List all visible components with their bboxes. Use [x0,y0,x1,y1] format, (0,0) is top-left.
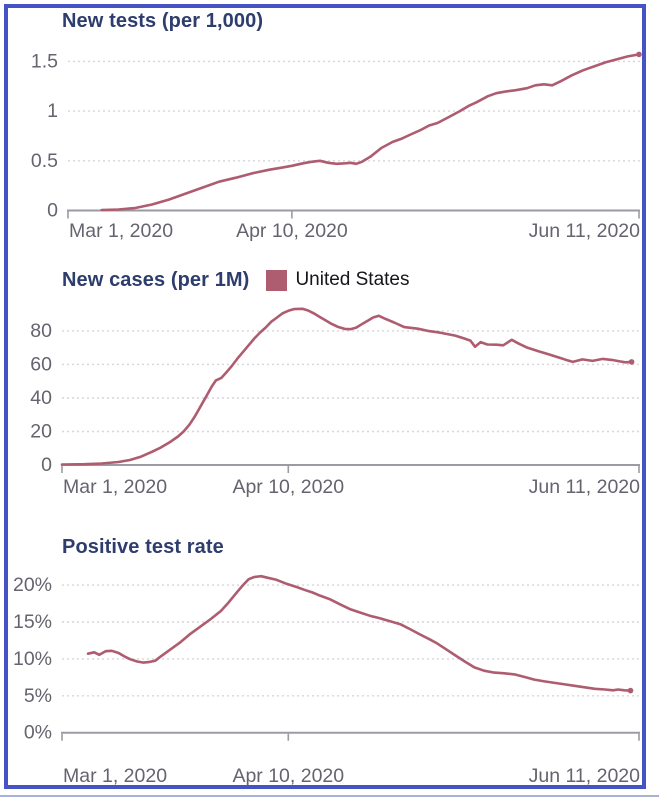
x-tick-label: Mar 1, 2020 [63,765,167,787]
y-tick-label: 0.5 [31,150,58,172]
chart-header-new-cases: New cases (per 1M) United States [62,266,410,294]
y-tick-label: 60 [30,353,52,375]
series-end-dot [627,687,634,694]
legend-swatch-united-states [266,269,288,291]
charts-panel-border [4,4,646,789]
y-tick-label: 5% [24,685,52,707]
series-line-united-states [60,307,633,466]
chart-title-new-tests: New tests (per 1,000) [62,10,264,32]
x-tick-label: Apr 10, 2020 [232,476,344,498]
chart-title-new-cases: New cases (per 1M) [62,269,250,291]
y-tick-label: 80 [30,320,52,342]
y-tick-label: 10% [13,648,52,670]
plot-new-cases: 0 20 40 60 80 Mar 1, 2020 Apr 10, 2020 Jun 11, … [30,307,641,498]
x-tick-label: Mar 1, 2020 [63,476,167,498]
y-tick-label: 15% [13,611,52,633]
y-tick-label: 1 [47,100,58,122]
plot-new-tests: 0 0.5 1 1.5 Mar 1, 2020 Apr 10, 2020 Jun 11, 2… [31,50,642,242]
plot-positive-test-rate: 0% 5% 10% 15% 20% Mar 1, 2020 Apr 10, 2020 Jun … [13,574,641,787]
x-tick-label: Apr 10, 2020 [236,220,348,242]
chart-header-positive-test-rate: Positive test rate [62,533,224,561]
chart-header-new-tests: New tests (per 1,000) [62,7,263,35]
series-line-united-states [86,574,632,692]
y-tick-label: 1.5 [31,50,58,72]
series-end-dot [636,51,642,58]
bottom-divider-line [0,795,659,797]
legend: United States [266,269,410,291]
x-tick-label: Jun 11, 2020 [529,765,640,787]
y-tick-label: 0% [24,722,52,744]
y-tick-label: 20 [30,421,52,443]
x-tick-label: Apr 10, 2020 [232,765,344,787]
y-tick-label: 40 [30,387,52,409]
y-tick-label: 20% [13,574,52,596]
y-tick-label: 0 [47,200,58,222]
series-end-dot [628,359,635,365]
legend-label-united-states: United States [295,269,410,290]
x-tick-label: Jun 11, 2020 [529,476,640,498]
x-tick-label: Jun 11, 2020 [529,220,640,242]
x-tick-label: Mar 1, 2020 [69,220,173,242]
y-tick-label: 0 [41,454,52,476]
series-line-united-states [100,53,641,212]
chart-title-positive-test-rate: Positive test rate [62,536,224,558]
